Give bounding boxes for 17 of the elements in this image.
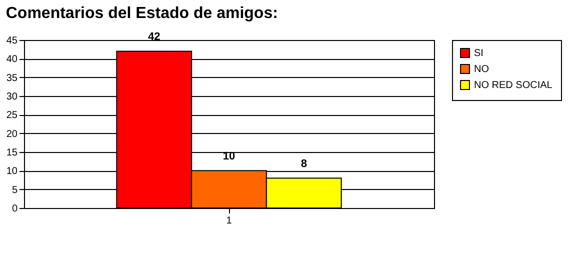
x-tick-label: 1 xyxy=(226,216,232,226)
chart-title: Comentarios del Estado de amigos: xyxy=(6,5,278,22)
y-tick-label: 25 xyxy=(6,110,18,122)
legend-label: SI xyxy=(474,48,484,59)
data-label: 8 xyxy=(300,158,307,170)
y-tick-label: 20 xyxy=(6,128,18,140)
y-tick-label: 0 xyxy=(12,204,18,214)
y-tick-label: 5 xyxy=(12,184,18,196)
legend-label: NO RED SOCIAL xyxy=(474,80,553,91)
y-tick-label: 35 xyxy=(6,72,18,84)
y-tick-label: 15 xyxy=(6,148,18,158)
legend-label: NO xyxy=(474,64,490,75)
y-tick-label: 45 xyxy=(6,36,18,46)
y-tick-label: 40 xyxy=(6,54,18,66)
y-tick-label: 10 xyxy=(6,166,18,178)
y-tick-label: 30 xyxy=(6,92,18,102)
data-label: 42 xyxy=(148,31,160,44)
